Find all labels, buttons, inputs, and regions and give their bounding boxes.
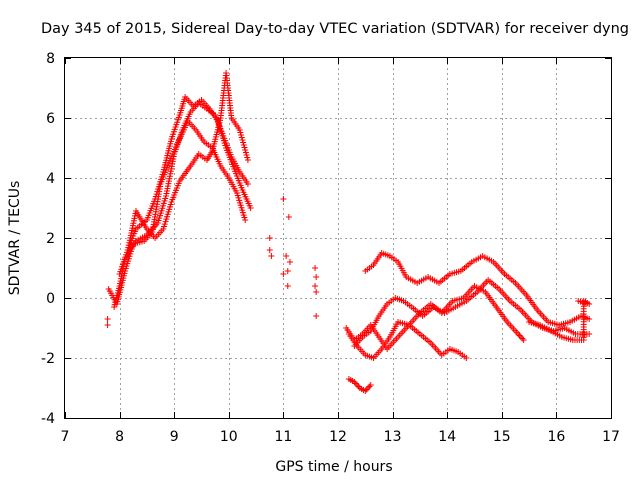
x-tick-label: 12 [329,429,347,445]
plot-frame [64,57,612,419]
x-tick-label: 11 [274,429,292,445]
chart-title: Day 345 of 2015, Sidereal Day-to-day VTE… [41,21,629,37]
data-point [104,316,111,322]
data-point [313,289,320,295]
data-point [266,235,273,241]
data-point [280,271,287,277]
x-tick-label: 10 [220,429,238,445]
data-point [280,196,287,202]
data-point [519,335,526,342]
x-tick-label: 9 [170,429,179,445]
data-point [366,383,373,390]
x-tick-label: 7 [61,429,70,445]
data-point [268,253,275,259]
y-tick-label: 2 [46,231,55,247]
x-tick-label: 15 [493,429,511,445]
data-point [463,355,470,361]
x-tick-label: 8 [115,429,124,445]
y-tick-label: 6 [46,111,55,127]
data-point [285,214,292,220]
data-point [312,265,319,271]
data-point [354,382,361,388]
x-axis-label: GPS time / hours [275,459,392,475]
x-tick-label: 16 [547,429,565,445]
data-point [266,247,273,253]
data-point [586,316,593,322]
data-point [517,334,524,340]
y-tick-label: 8 [46,51,55,67]
data-point [520,337,527,343]
y-tick-label: 4 [46,171,55,187]
data-point [284,283,291,289]
data-point [313,274,320,280]
data-point [363,386,370,393]
x-tick-label: 13 [384,429,402,445]
data-point [516,332,523,339]
data-point [104,322,111,328]
data-point [312,283,319,289]
x-tick-label: 14 [438,429,456,445]
data-points [104,70,593,394]
data-point [575,298,582,304]
y-axis-label: SDTVAR / TECUs [7,181,23,296]
data-point [286,259,293,265]
y-tick-label: 0 [46,291,55,307]
y-tick-label: -2 [41,351,55,367]
data-point [284,268,291,274]
data-point [244,157,251,163]
data-point [313,313,320,319]
y-tick-label: -4 [41,411,55,427]
data-point [244,181,251,187]
data-point [283,253,290,259]
axis-ticks: 7 8 9 10 11 12 13 14 15 16 17 -4 -2 0 2 4 6 8 [41,51,620,445]
data-point [242,217,249,223]
data-point [367,382,374,388]
data-point [247,205,254,211]
data-point [586,331,593,337]
x-tick-label: 17 [602,429,620,445]
